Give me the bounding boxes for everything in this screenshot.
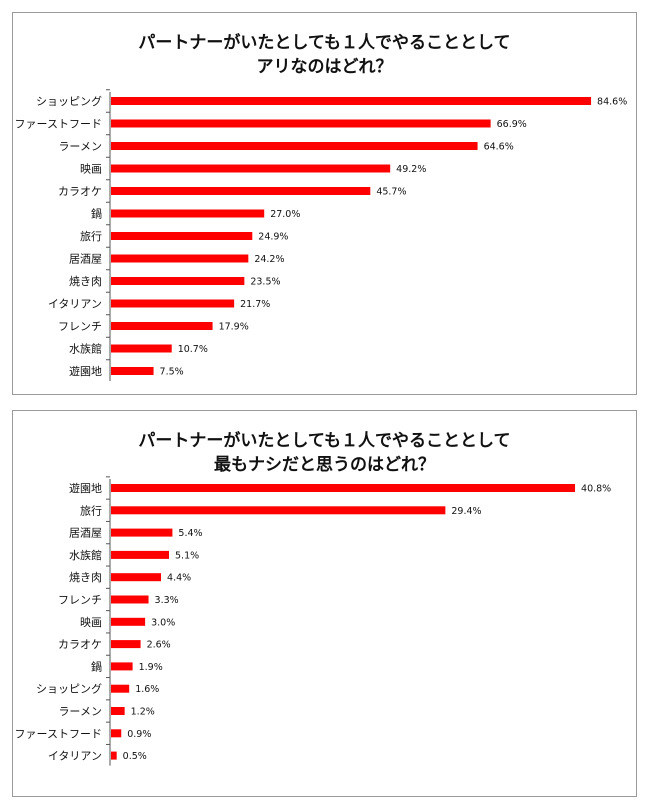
chart-2-bar <box>111 617 146 626</box>
chart-2-category-label: ショッピング <box>36 682 102 696</box>
chart-2-category-label: ファーストフード <box>15 727 102 740</box>
chart-1-value-label: 23.5% <box>250 277 280 288</box>
chart-1-value-label: 10.7% <box>178 344 208 355</box>
chart-1-value-label: 84.6% <box>597 97 627 108</box>
chart-2-value-label: 3.3% <box>155 595 179 606</box>
chart-2-title: パートナーがいたとしても１人でやることとして 最もナシだと思うのはどれ？ <box>138 431 511 475</box>
chart-2-bar <box>111 729 122 738</box>
chart-1-value-label: 49.2% <box>396 164 426 175</box>
chart-2-category-label: 居酒屋 <box>69 527 102 540</box>
chart-2-category-label: カラオケ <box>58 638 102 651</box>
chart-2-bar <box>111 684 130 693</box>
chart-1-category-label: ラーメン <box>58 140 102 153</box>
chart-1-title: パートナーがいたとしても１人でやることとして アリなのはどれ？ <box>138 33 511 77</box>
chart-2-category-label: 焼き肉 <box>69 571 102 584</box>
chart-1-plot: ショッピング 84.6% ファーストフード 66.9% ラーメン 64.6% 映画 49.2%… <box>15 89 627 381</box>
chart-1-bar <box>111 97 592 105</box>
chart-1-category-label: ファーストフード <box>15 118 102 131</box>
chart-1-value-label: 45.7% <box>376 187 406 198</box>
chart-panel-1: パートナーがいたとしても１人でやることとして アリなのはどれ？ ショッピング 84… <box>12 12 637 395</box>
chart-2-bar <box>111 506 446 515</box>
chart-1-category-label: 旅行 <box>80 229 102 243</box>
chart-1-category-label: 居酒屋 <box>69 253 102 266</box>
chart-2-value-label: 2.6% <box>147 640 171 651</box>
chart-1-category-label: 焼き肉 <box>69 275 102 288</box>
chart-2-value-label: 4.4% <box>167 573 191 584</box>
chart-1-bar <box>111 164 391 173</box>
chart-1-bar <box>111 367 154 375</box>
chart-1-bar <box>111 232 253 240</box>
chart-1-value-label: 66.9% <box>497 119 527 130</box>
chart-2-bar <box>111 707 125 715</box>
chart-1-bar <box>111 277 245 285</box>
chart-2-value-label: 5.1% <box>175 550 199 561</box>
chart-2-value-label: 0.5% <box>123 751 147 762</box>
chart-2-value-label: 1.6% <box>135 684 159 695</box>
chart-2-value-label: 5.4% <box>178 528 202 539</box>
chart-1-category-label: フレンチ <box>58 320 102 333</box>
chart-2-category-label: 映画 <box>80 616 102 629</box>
chart-2-bar <box>111 662 133 671</box>
chart-1-value-label: 64.6% <box>484 142 514 153</box>
chart-2-value-label: 40.8% <box>581 484 611 495</box>
chart-2-value-label: 0.9% <box>127 729 151 740</box>
chart-1-bar <box>111 322 213 330</box>
chart-2-value-label: 3.0% <box>151 617 175 628</box>
chart-2-category-label: 鍋 <box>91 659 102 673</box>
chart-2-bar <box>111 573 162 582</box>
chart-2-bar <box>111 595 149 604</box>
chart-2-bar <box>111 550 170 559</box>
chart-1-bar <box>111 119 491 128</box>
chart-1-value-label: 27.0% <box>270 209 300 220</box>
chart-1-value-label: 21.7% <box>240 299 270 310</box>
chart-2-value-label: 1.9% <box>139 662 163 673</box>
chart-2-category-label: ラーメン <box>58 705 102 718</box>
chart-1-bar <box>111 187 371 195</box>
chart-2-bar <box>111 640 141 649</box>
chart-2-bar <box>111 751 117 760</box>
chart-2-value-label: 1.2% <box>131 707 155 718</box>
chart-1-category-label: イタリアン <box>48 298 102 311</box>
chart-1-bar <box>111 344 172 353</box>
chart-panel-2: パートナーがいたとしても１人でやることとして 最もナシだと思うのはどれ？ 遊園地… <box>12 410 637 797</box>
chart-1-category-label: 水族館 <box>69 342 102 356</box>
chart-1-bar <box>111 209 265 218</box>
chart-1-category-label: 遊園地 <box>69 364 102 378</box>
chart-2-value-label: 29.4% <box>451 506 481 517</box>
chart-1-bar <box>111 299 235 308</box>
chart-2-bar <box>111 484 576 492</box>
chart-1-bar <box>111 142 478 150</box>
chart-2-category-label: 水族館 <box>69 548 102 562</box>
chart-2-plot: 遊園地 40.8% 旅行 29.4% 居酒屋 5.4% 水族館 5.1% 焼き肉 4.4% フレンチ… <box>15 476 611 766</box>
chart-2-category-label: フレンチ <box>58 594 102 607</box>
chart-1-value-label: 24.2% <box>254 254 284 265</box>
chart-1-value-label: 7.5% <box>160 367 184 378</box>
chart-2-category-label: 遊園地 <box>69 481 102 495</box>
chart-1-category-label: ショッピング <box>36 94 102 108</box>
chart-1-category-label: カラオケ <box>58 185 102 198</box>
chart-2-bar <box>111 528 173 537</box>
chart-1-value-label: 17.9% <box>219 322 249 333</box>
chart-1-bar <box>111 254 249 263</box>
chart-1-category-label: 鍋 <box>91 207 102 221</box>
chart-2-category-label: イタリアン <box>48 750 102 763</box>
chart-1-category-label: 映画 <box>80 163 102 176</box>
chart-1-value-label: 24.9% <box>258 232 288 243</box>
chart-2-category-label: 旅行 <box>80 503 102 517</box>
